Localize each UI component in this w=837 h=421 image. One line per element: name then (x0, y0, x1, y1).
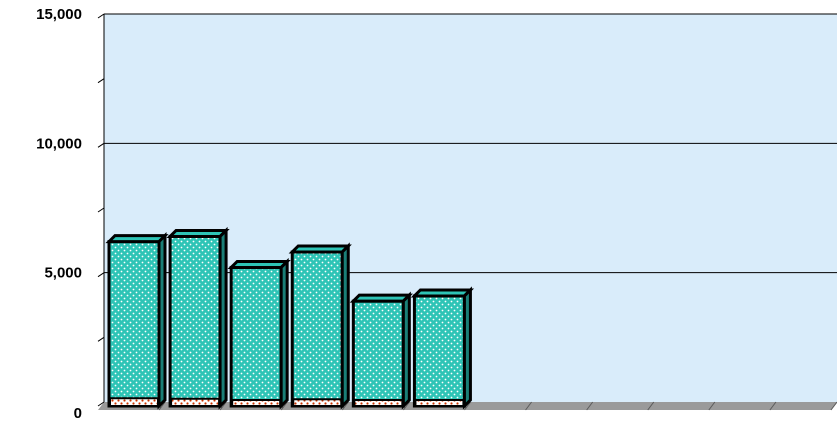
floor-divider (525, 401, 532, 411)
bar (410, 286, 475, 410)
bar-base-segment (170, 397, 221, 407)
bar-side (157, 232, 167, 410)
bar-base-segment (109, 397, 159, 407)
y-axis-tick (97, 401, 105, 407)
y-tick-label: 15,000 (36, 6, 82, 23)
y-tick-label: 0 (74, 405, 82, 421)
floor-divider (464, 401, 471, 411)
floor-divider (769, 401, 777, 411)
floor-divider (708, 401, 716, 411)
y-tick-label: 5,000 (44, 265, 82, 282)
bar (105, 232, 169, 410)
bar-front (351, 299, 405, 408)
y-axis-tick (97, 142, 105, 148)
bar-top (410, 288, 475, 298)
bar (349, 291, 413, 410)
bar-top (105, 234, 169, 244)
bar-front (168, 234, 222, 408)
bar-side (401, 291, 411, 410)
floor-divider (586, 401, 594, 411)
bar-front (229, 265, 283, 408)
bar (227, 257, 291, 410)
bar-top (166, 228, 230, 238)
bar-front (290, 250, 344, 408)
bar-side (462, 286, 472, 410)
y-axis-tick (97, 336, 105, 342)
bar-base-segment (231, 399, 282, 407)
bar (288, 242, 352, 410)
bar-top (349, 293, 413, 303)
y-tick-label: 10,000 (36, 135, 82, 152)
bar (166, 226, 230, 410)
bar-side (218, 226, 228, 410)
floor-divider (647, 401, 655, 411)
bar-front (412, 294, 466, 408)
bar-front (107, 240, 161, 408)
y-axis-tick (97, 272, 105, 278)
bar-base-segment (414, 399, 465, 407)
floor-divider (280, 401, 288, 411)
bar-base-segment (353, 399, 404, 407)
floor-divider (403, 401, 410, 411)
y-axis-tick (97, 207, 105, 213)
floor-divider (341, 401, 349, 411)
bar-top (227, 259, 291, 269)
floor-divider (830, 401, 837, 411)
bar-side (340, 242, 350, 410)
floor-divider (158, 401, 166, 411)
y-axis-tick (97, 78, 105, 84)
bar-side (279, 257, 289, 410)
floor-divider (219, 401, 227, 411)
bar-top (288, 244, 352, 254)
y-axis-tick (97, 13, 105, 19)
bar-base-segment (292, 398, 343, 407)
